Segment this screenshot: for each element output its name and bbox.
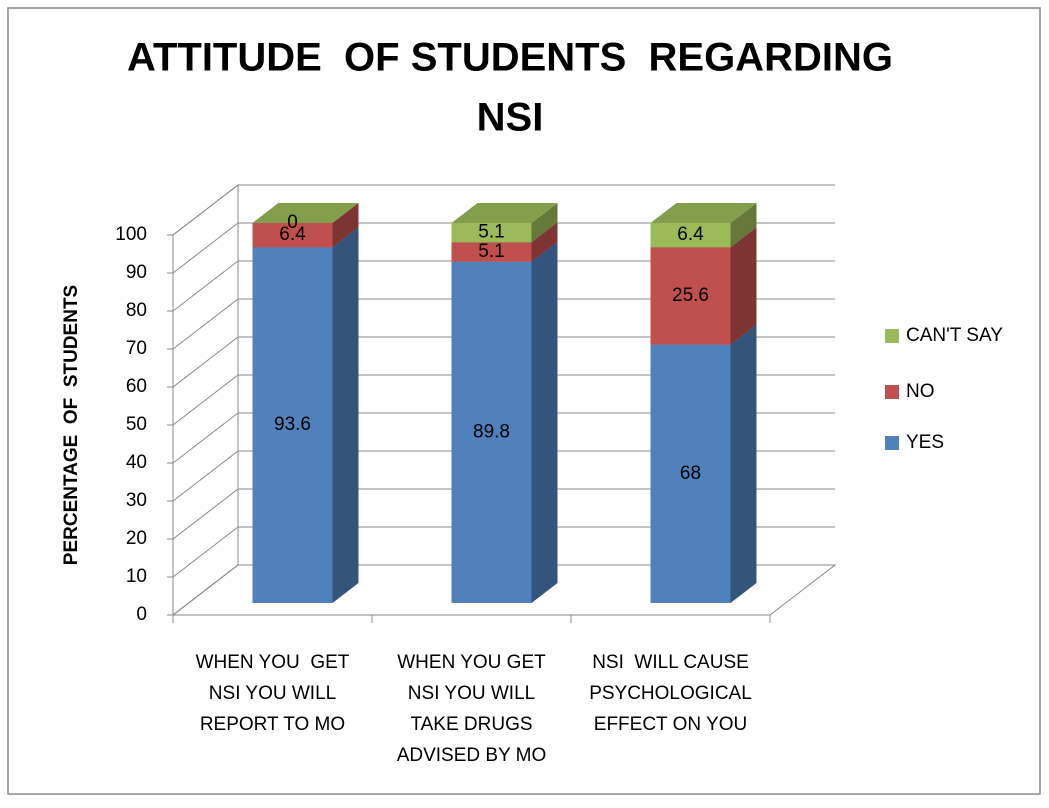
x-tick-label: REPORT TO MO xyxy=(200,714,345,735)
data-label: 5.1 xyxy=(478,241,504,262)
bar-side xyxy=(332,203,359,248)
bar-side xyxy=(531,241,558,603)
x-tick-label: WHEN YOU GET xyxy=(397,652,546,673)
bar-side xyxy=(531,203,558,243)
y-tick-label: 100 xyxy=(115,224,147,245)
data-label: 0 xyxy=(287,212,298,233)
grid-line xyxy=(172,488,239,540)
bar-side xyxy=(730,227,757,345)
grid-line xyxy=(172,336,239,388)
data-label: 89.8 xyxy=(473,421,510,442)
x-tick-label: TAKE DRUGS xyxy=(410,714,532,735)
x-tick-label: ADVISED BY MO xyxy=(397,745,547,766)
grid-line xyxy=(172,526,239,578)
x-tick-label: NSI YOU WILL xyxy=(209,683,336,704)
grid-line xyxy=(172,222,239,274)
y-tick-label: 10 xyxy=(126,566,147,587)
chart-title: NSI xyxy=(477,96,544,140)
legend-label: YES xyxy=(906,432,944,453)
data-label: 25.6 xyxy=(672,285,709,306)
bar-side xyxy=(730,324,757,603)
y-tick-label: 90 xyxy=(126,262,147,283)
grid-line xyxy=(172,184,239,236)
legend-swatch xyxy=(885,385,899,399)
bar-front xyxy=(451,223,532,243)
x-tick-label: NSI YOU WILL xyxy=(408,683,535,704)
bar-front xyxy=(252,223,333,248)
bar-top xyxy=(252,203,359,223)
y-tick-label: 20 xyxy=(126,528,147,549)
data-label: 6.4 xyxy=(279,224,306,245)
y-tick-label: 80 xyxy=(126,300,147,321)
bar-top xyxy=(650,203,757,223)
y-axis-title: PERCENTAGE OF STUDENTS xyxy=(61,285,82,565)
grid-line xyxy=(172,450,239,502)
bar-front xyxy=(451,242,532,262)
data-label: 6.4 xyxy=(677,224,704,245)
grid-line xyxy=(172,412,239,464)
grid-line xyxy=(172,298,239,350)
x-tick-label: NSI WILL CAUSE xyxy=(592,652,749,673)
bar-side xyxy=(332,227,359,603)
y-tick-label: 30 xyxy=(126,490,147,511)
x-tick-label: WHEN YOU GET xyxy=(196,652,350,673)
bar-side xyxy=(531,222,558,262)
legend-swatch xyxy=(885,436,899,450)
data-label: 93.6 xyxy=(274,414,311,435)
x-tick-label: EFFECT ON YOU xyxy=(594,714,747,735)
bar-front xyxy=(650,247,731,345)
grid-line xyxy=(172,374,239,426)
y-tick-label: 50 xyxy=(126,414,147,435)
bar-front xyxy=(650,223,731,248)
y-tick-label: 70 xyxy=(126,338,147,359)
grid-line xyxy=(172,564,239,616)
y-tick-label: 0 xyxy=(136,604,147,625)
bar-front xyxy=(451,261,532,603)
legend-label: NO xyxy=(906,381,935,402)
bar-front xyxy=(650,344,731,603)
data-label: 5.1 xyxy=(478,222,504,243)
bar-front xyxy=(252,247,333,603)
x-tick-label: PSYCHOLOGICAL xyxy=(589,683,752,704)
chart-title: ATTITUDE OF STUDENTS REGARDING xyxy=(127,36,893,80)
grid-line xyxy=(172,260,239,312)
data-label: 68 xyxy=(680,463,701,484)
y-tick-label: 60 xyxy=(126,376,147,397)
bar-top xyxy=(451,203,558,223)
legend-label: CAN'T SAY xyxy=(906,325,1003,346)
y-tick-label: 40 xyxy=(126,452,147,473)
legend-swatch xyxy=(885,329,899,343)
bar-side xyxy=(730,203,757,248)
